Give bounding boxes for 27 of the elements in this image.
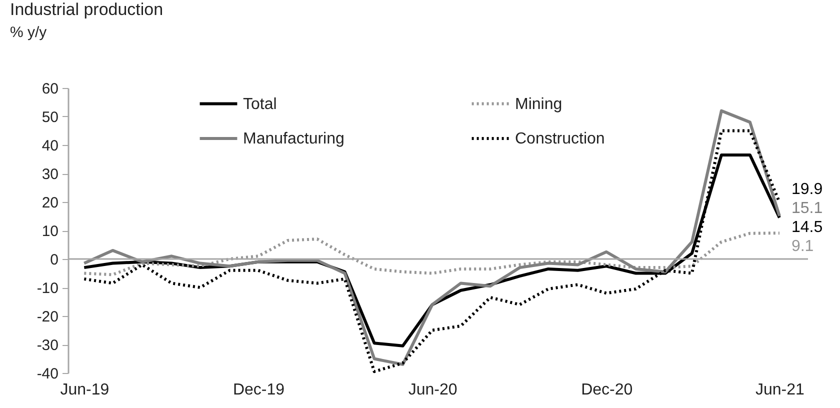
legend-label: Manufacturing (243, 130, 344, 148)
y-tick-label: 20 (42, 194, 58, 212)
legend-label: Construction (515, 130, 605, 148)
y-tick-label: -20 (36, 308, 58, 326)
y-tick-label: 50 (42, 109, 58, 126)
x-tick-label: Jun-19 (60, 382, 110, 398)
chart-title: Industrial production (10, 0, 164, 19)
y-tick-label: -10 (36, 280, 58, 297)
x-tick-label: Dec-19 (232, 382, 285, 398)
legend-label: Total (243, 96, 277, 113)
data-label: 19.9 (791, 181, 823, 198)
data-label: 9.1 (791, 238, 814, 256)
y-tick-label: 60 (42, 80, 58, 98)
y-tick-label: -40 (36, 366, 58, 382)
y-tick-label: 30 (42, 166, 58, 183)
chart-subtitle: % y/y (10, 24, 48, 41)
x-tick-label: Jun-21 (756, 382, 805, 398)
data-label: 14.5 (791, 219, 823, 236)
y-tick-label: -30 (36, 337, 58, 354)
y-tick-label: 40 (42, 138, 58, 154)
x-tick-label: Jun-20 (408, 382, 458, 398)
line-series (82, 232, 781, 276)
y-tick-label: 10 (42, 223, 58, 240)
x-tick-label: Dec-20 (581, 382, 633, 398)
y-tick-label: 0 (50, 252, 58, 268)
data-label: 15.1 (791, 200, 823, 218)
legend-label: Mining (515, 96, 562, 113)
